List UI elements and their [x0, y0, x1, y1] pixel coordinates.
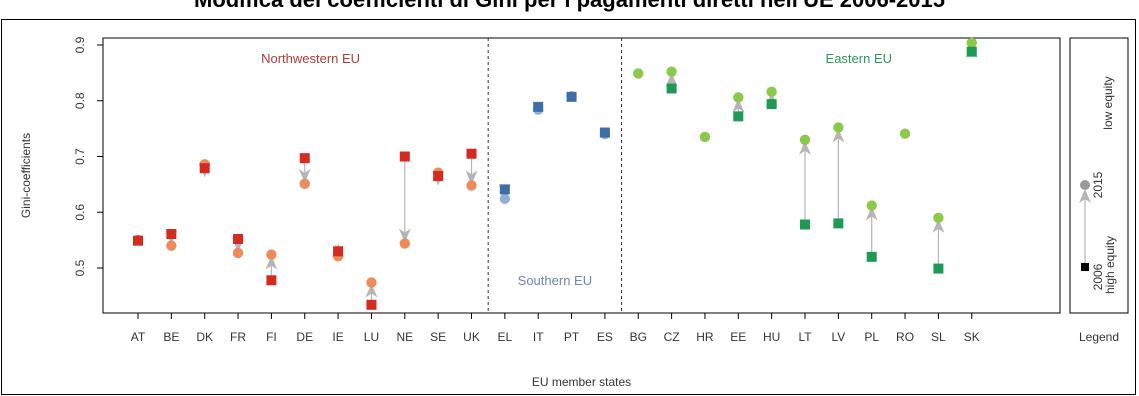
- x-tick-label: SE: [430, 330, 446, 344]
- x-tick-label: DK: [196, 330, 213, 344]
- plot-box: [102, 37, 1061, 314]
- point-2006-UK: [466, 148, 477, 159]
- point-2006-ES: [599, 127, 610, 138]
- point-2006-PT: [566, 91, 577, 102]
- x-tick-label: IT: [533, 330, 544, 344]
- legend-title: Legend: [1079, 330, 1119, 344]
- x-tick-label: BE: [163, 330, 179, 344]
- x-tick-label: SL: [931, 330, 946, 344]
- y-tick-label: 0.7: [73, 148, 87, 165]
- x-tick-label: LU: [364, 330, 379, 344]
- point-2015-HU: [766, 86, 777, 98]
- region-label: Southern EU: [518, 273, 592, 288]
- x-tick-label: FR: [230, 330, 246, 344]
- x-tick-label: UK: [463, 330, 480, 344]
- point-2006-AT: [133, 235, 143, 246]
- x-tick-label: CZ: [664, 330, 680, 344]
- point-2006-BE: [166, 228, 177, 239]
- y-axis-label: Gini-coefficients: [19, 133, 33, 218]
- x-tick-label: RO: [896, 330, 914, 344]
- point-2015-HR: [699, 131, 711, 143]
- point-2015-LU: [366, 277, 377, 288]
- legend-high-label: high equity: [1103, 236, 1117, 294]
- x-tick-label: EL: [498, 330, 513, 344]
- legend-low-label: low equity: [1101, 76, 1115, 129]
- x-tick-label: EE: [730, 330, 746, 344]
- point-2015-DE: [299, 178, 310, 190]
- x-tick-label: IE: [332, 330, 343, 344]
- x-tick-label: DE: [296, 330, 313, 344]
- chart-title: Modifica dei coefficienti di Gini per i …: [0, 0, 1139, 13]
- point-2006-LU: [366, 299, 377, 310]
- point-2015-SK: [966, 37, 977, 48]
- point-2015-UK: [466, 180, 477, 191]
- chart-frame: [1, 19, 1136, 395]
- x-tick-label: PT: [564, 330, 580, 344]
- legend-start-label: 2006: [1091, 263, 1105, 290]
- x-tick-label: AT: [131, 330, 146, 344]
- point-2015-BE: [166, 240, 177, 251]
- point-2015-LT: [799, 134, 811, 145]
- x-tick-label: SK: [964, 330, 980, 344]
- point-2006-NE: [399, 151, 410, 162]
- point-2015-RO: [899, 128, 911, 139]
- point-2006-CZ: [666, 83, 677, 94]
- point-2006-FR: [233, 234, 244, 245]
- x-tick-label: PL: [864, 330, 879, 344]
- y-tick-label: 0.6: [73, 204, 87, 221]
- x-axis-label: EU member states: [532, 375, 631, 389]
- x-tick-label: BG: [630, 330, 647, 344]
- region-label: Northwestern EU: [261, 51, 360, 66]
- point-2006-LV: [833, 218, 844, 229]
- point-2006-SK: [966, 46, 977, 57]
- legend-end-label: 2015: [1091, 171, 1105, 198]
- region-label: Eastern EU: [826, 51, 892, 66]
- point-2015-EL: [499, 193, 511, 205]
- point-2006-EL: [499, 184, 510, 195]
- point-2015-NE: [399, 238, 410, 249]
- point-2015-EE: [733, 92, 744, 103]
- x-tick-label: LT: [798, 330, 812, 344]
- point-2015-LV: [833, 122, 844, 133]
- point-2015-CZ: [666, 66, 677, 77]
- legend-box: [1069, 37, 1129, 314]
- point-2006-DE: [299, 153, 310, 164]
- point-2006-SL: [933, 263, 944, 274]
- point-2015-BG: [633, 68, 644, 79]
- x-tick-label: ES: [597, 330, 613, 344]
- y-tick-label: 0.8: [73, 92, 87, 109]
- point-2006-IE: [333, 246, 344, 257]
- x-tick-label: HU: [763, 330, 780, 344]
- x-tick-label: NE: [396, 330, 413, 344]
- legend-circle: [1080, 180, 1090, 190]
- x-tick-label: HR: [696, 330, 714, 344]
- point-2015-SL: [933, 212, 944, 224]
- point-2015-FR: [232, 247, 244, 259]
- point-2006-IT: [533, 101, 544, 112]
- point-2006-LT: [800, 219, 810, 230]
- point-2006-FI: [266, 275, 277, 286]
- x-tick-label: LV: [831, 330, 845, 344]
- axes: 0.5 0.6 0.7 0.8 0.9 Gini-coefficients AT BE DK FR…: [19, 36, 1061, 389]
- arrows: [165, 43, 978, 305]
- point-2006-HU: [766, 99, 777, 110]
- point-2015-PL: [866, 200, 877, 211]
- point-2015-FI: [266, 249, 277, 260]
- point-2006-SE: [433, 171, 444, 182]
- point-2006-PL: [866, 251, 877, 262]
- y-tick-label: 0.9: [73, 36, 87, 53]
- point-2006-DK: [199, 163, 210, 174]
- y-tick-label: 0.5: [73, 259, 87, 276]
- point-2006-EE: [733, 111, 744, 122]
- points: [132, 37, 977, 310]
- x-tick-label: FI: [266, 330, 277, 344]
- legend-square: [1081, 263, 1089, 271]
